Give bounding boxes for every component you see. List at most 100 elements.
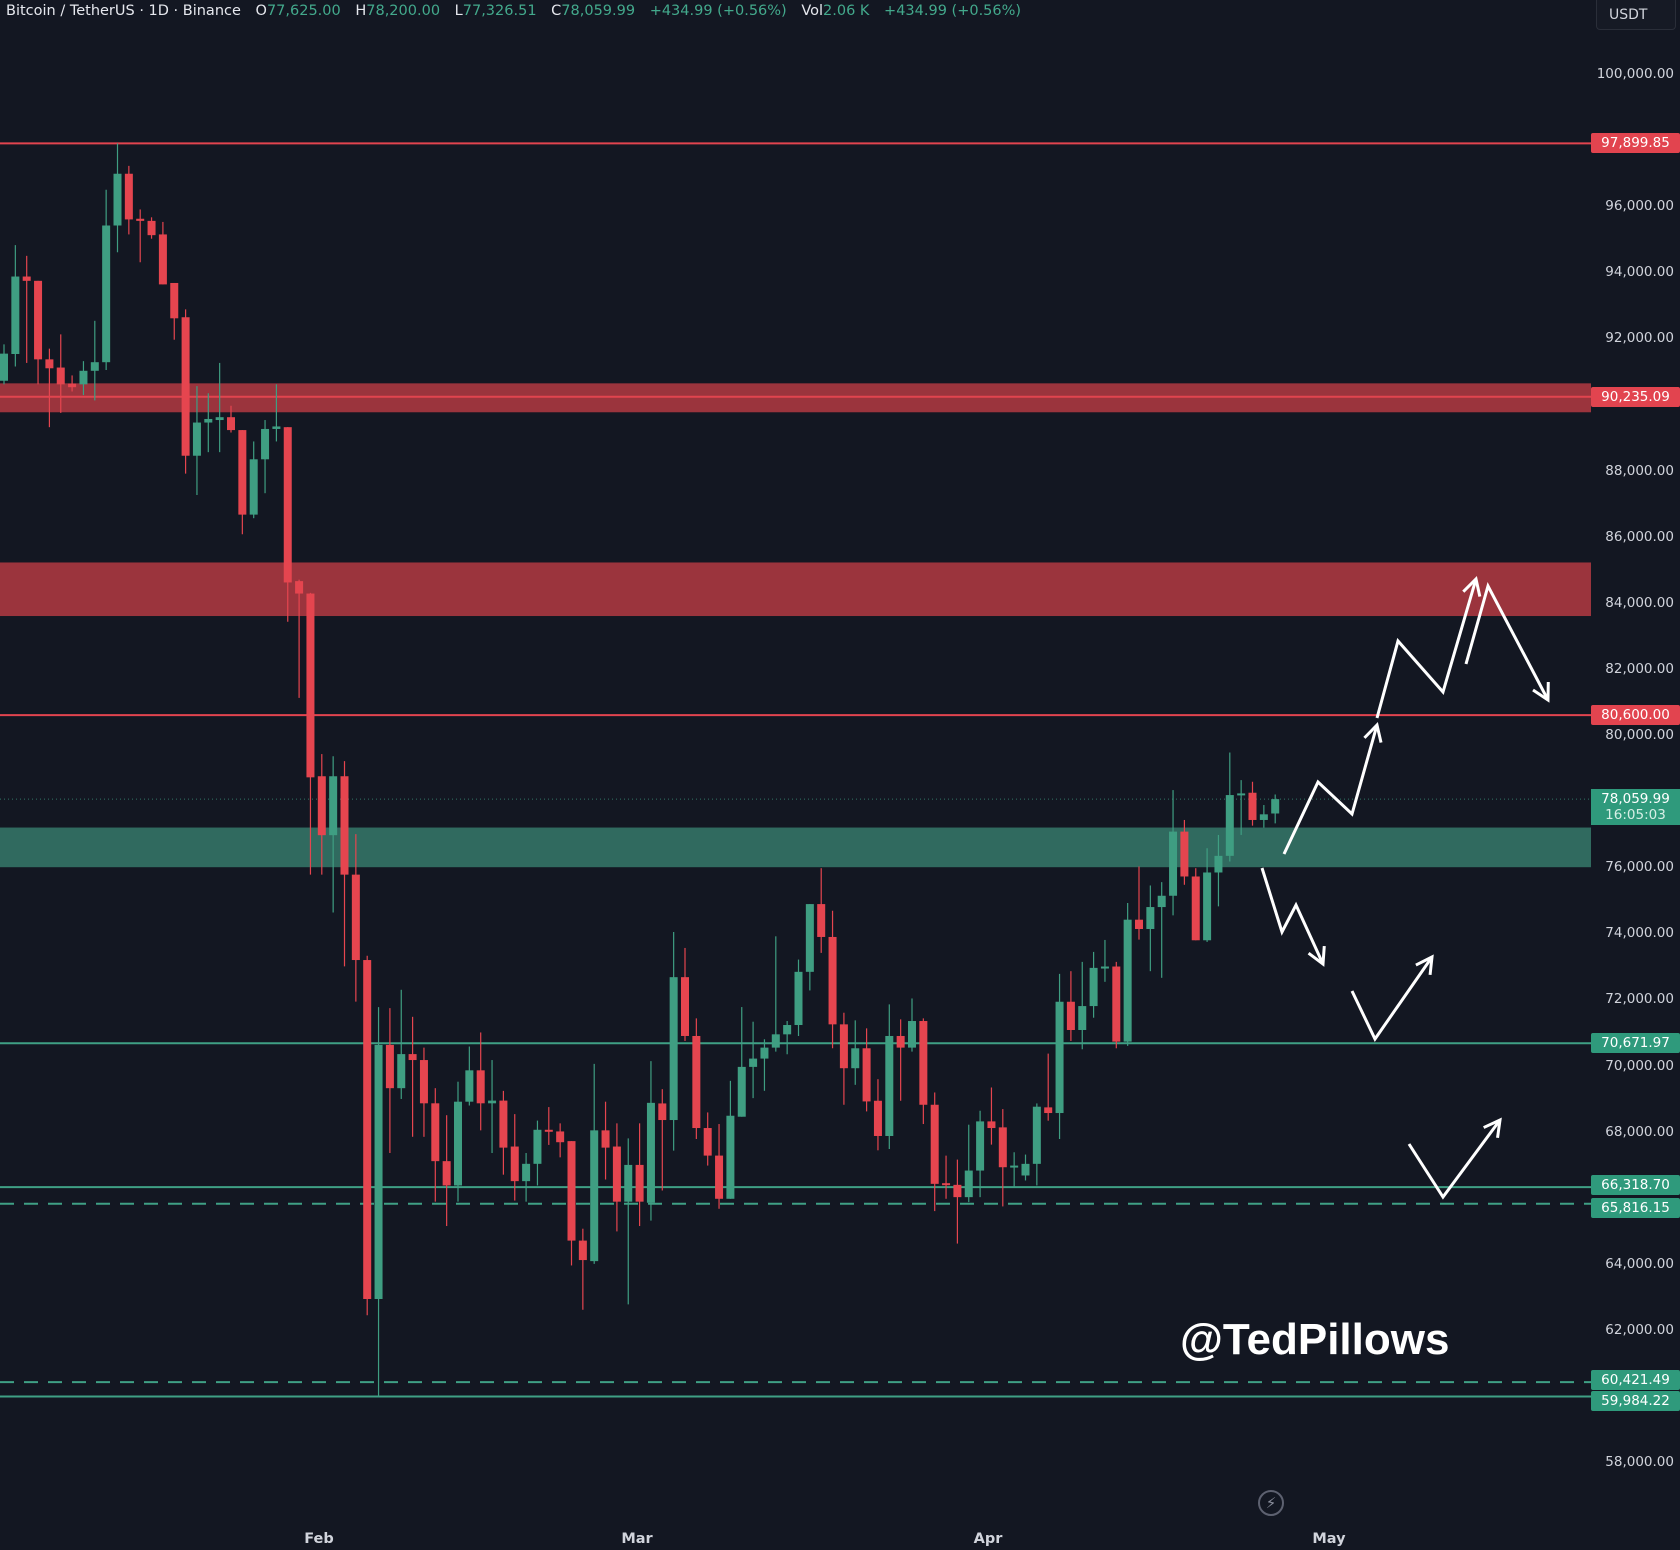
scenario-arrow — [1350, 956, 1434, 1042]
last-price-value: 78,059.99 — [1601, 791, 1670, 808]
lightning-bolt-icon[interactable]: ⚡ — [1258, 1490, 1284, 1516]
candle-body — [749, 1058, 758, 1067]
candle — [306, 592, 315, 875]
candle — [873, 1079, 882, 1151]
level-price-tag: 70,671.97 — [1591, 1033, 1680, 1054]
price-tick-label: 88,000.00 — [1605, 462, 1674, 479]
candle — [147, 217, 156, 239]
candle — [885, 1004, 894, 1149]
arrowhead-icon — [1415, 954, 1434, 976]
candle — [851, 1020, 860, 1085]
candle — [726, 1080, 735, 1199]
candle — [283, 427, 292, 622]
candle — [828, 910, 837, 1049]
candle-body — [102, 225, 111, 363]
x-tick-label: Apr — [973, 1531, 1003, 1547]
price-tick-label: 62,000.00 — [1605, 1321, 1674, 1338]
scenario-arrow — [1464, 581, 1550, 701]
candle — [1203, 848, 1212, 942]
candle-body — [363, 960, 372, 1299]
candle-body — [192, 422, 201, 456]
price-tick-label: 64,000.00 — [1605, 1255, 1674, 1272]
price-tick-label: 82,000.00 — [1605, 660, 1674, 677]
candle-body — [499, 1100, 508, 1148]
candle-body — [1078, 1006, 1087, 1031]
candle — [987, 1087, 996, 1145]
candle-body — [431, 1103, 440, 1162]
candlestick-chart[interactable] — [0, 0, 1591, 1550]
candle-body — [998, 1127, 1007, 1168]
candle — [465, 1046, 474, 1106]
candle — [783, 1021, 792, 1055]
candle-body — [1214, 855, 1223, 873]
candle-body — [79, 370, 88, 385]
price-tick-label: 58,000.00 — [1605, 1454, 1674, 1471]
candle-body — [1112, 966, 1121, 1042]
candle-body — [476, 1070, 485, 1104]
scenario-arrow — [1282, 724, 1379, 855]
candle — [295, 579, 304, 698]
price-tick-label: 80,000.00 — [1605, 727, 1674, 743]
candle-body — [1146, 907, 1155, 930]
candle — [760, 1039, 769, 1091]
candle — [1169, 790, 1178, 916]
last-price-tag: 78,059.99 16:05:03 — [1591, 789, 1680, 826]
candle — [1214, 834, 1223, 907]
candle-body — [624, 1164, 633, 1202]
price-change: +434.99 (+0.56%) — [649, 3, 787, 19]
volume-change: +434.99 (+0.56%) — [884, 3, 1022, 19]
candle — [22, 255, 31, 363]
candle — [862, 1028, 871, 1112]
candle-body — [419, 1060, 428, 1104]
candle — [771, 936, 780, 1052]
candle — [1237, 780, 1246, 835]
candle-body — [510, 1146, 519, 1182]
candle — [1191, 868, 1200, 941]
price-axis[interactable]: 100,000.00 96,000.00 94,000.00 92,000.00 88,… — [1591, 0, 1680, 1550]
candle — [397, 989, 406, 1099]
bar-countdown: 16:05:03 — [1605, 807, 1666, 824]
candle — [351, 834, 360, 1002]
scenario-arrow — [1375, 578, 1478, 719]
candle — [544, 1107, 553, 1145]
candle-body — [1100, 966, 1109, 969]
candle — [794, 959, 803, 1036]
candle-body — [658, 1103, 667, 1121]
candle-body — [964, 1170, 973, 1198]
candle-body — [908, 1021, 916, 1048]
candle-body — [261, 428, 270, 460]
candle — [510, 1114, 519, 1201]
resistance-zone — [0, 383, 1591, 413]
candle-body — [68, 383, 77, 388]
arrowhead-icon — [1307, 945, 1326, 967]
candle-body — [1010, 1165, 1019, 1168]
candle — [181, 309, 190, 474]
candle-body — [885, 1035, 894, 1136]
candle-body — [635, 1164, 644, 1202]
high-label: H — [355, 3, 367, 19]
arrowhead-icon — [1532, 681, 1550, 703]
candle — [976, 1110, 985, 1198]
volume-value: 2.06 K — [823, 3, 870, 19]
candle — [658, 1089, 667, 1191]
symbol-title[interactable]: Bitcoin / TetherUS · 1D · Binance — [6, 3, 241, 19]
candle — [56, 334, 65, 413]
level-price-tag: 59,984.22 — [1591, 1390, 1680, 1411]
candle-body — [760, 1047, 769, 1059]
candle — [692, 1018, 701, 1140]
price-tick-label: 74,000.00 — [1605, 925, 1674, 942]
currency-unit-button[interactable]: USDT — [1596, 0, 1676, 30]
close-value: 78,059.99 — [561, 3, 636, 19]
candle — [170, 282, 179, 340]
arrowhead-icon — [1462, 575, 1482, 597]
candle — [1089, 951, 1098, 1018]
price-tick-label: 68,000.00 — [1605, 1123, 1674, 1140]
candle-body — [919, 1021, 928, 1105]
candle-body — [590, 1130, 599, 1262]
candle — [646, 1061, 655, 1221]
candle — [45, 348, 54, 428]
candle-body — [522, 1163, 531, 1182]
candle — [1044, 1053, 1053, 1121]
candle-body — [703, 1128, 712, 1156]
candle-body — [1066, 1001, 1075, 1031]
